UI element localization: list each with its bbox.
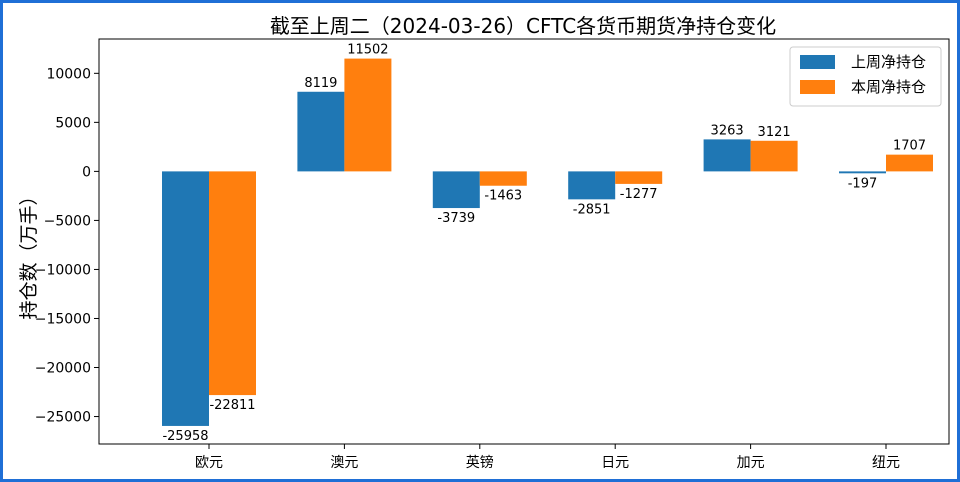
- bar-last-week: [297, 91, 345, 172]
- data-label: -2851: [573, 202, 611, 217]
- plot-area: [98, 38, 950, 445]
- data-label: 3121: [758, 125, 791, 140]
- data-label: -22811: [209, 398, 255, 413]
- y-tick-label: 5000: [55, 115, 91, 131]
- x-tick-label: 日元: [601, 455, 629, 471]
- bar-this-week: [615, 171, 663, 184]
- y-tick-label: −20000: [35, 361, 91, 377]
- data-label: -197: [848, 176, 878, 191]
- legend-swatch-last-week: [800, 55, 835, 69]
- data-label: 8119: [304, 76, 337, 91]
- bar-this-week: [750, 140, 798, 172]
- data-label: -3739: [437, 211, 475, 226]
- bar-this-week: [209, 171, 256, 396]
- y-axis-label: 持仓数（万手）: [18, 186, 40, 319]
- bar-this-week: [886, 154, 933, 172]
- y-tick-label: −10000: [35, 262, 91, 278]
- x-tick-label: 澳元: [330, 455, 358, 471]
- y-tick-label: 0: [82, 164, 91, 180]
- legend-label-this-week: 本周净持仓: [851, 78, 926, 96]
- data-label: 1707: [893, 139, 926, 154]
- data-label: -1277: [620, 187, 658, 202]
- bar-this-week: [479, 171, 527, 186]
- y-tick-label: −25000: [35, 410, 91, 426]
- x-tick-label: 纽元: [872, 455, 900, 471]
- bar-last-week: [703, 139, 751, 172]
- bar-this-week: [344, 58, 392, 172]
- x-tick-label: 欧元: [195, 455, 223, 471]
- x-tick-label: 加元: [737, 455, 765, 471]
- y-tick-label: 10000: [46, 66, 91, 82]
- data-label: -1463: [484, 189, 522, 204]
- legend-swatch-this-week: [800, 80, 835, 94]
- data-label: 3263: [711, 123, 744, 138]
- bar-last-week: [432, 171, 480, 209]
- x-tick-label: 英镑: [466, 454, 494, 471]
- y-tick-label: −5000: [44, 213, 91, 229]
- chart-title: 截至上周二（2024-03-26）CFTC各货币期货净持仓变化: [270, 14, 776, 38]
- bar-last-week: [162, 171, 209, 426]
- data-label: -25958: [162, 429, 208, 444]
- bar-last-week: [839, 171, 886, 174]
- legend-label-last-week: 上周净持仓: [851, 53, 926, 71]
- bar-last-week: [568, 171, 616, 200]
- legend: 上周净持仓 本周净持仓: [789, 46, 942, 107]
- y-tick-label: −15000: [35, 311, 91, 327]
- chart: 截至上周二（2024-03-26）CFTC各货币期货净持仓变化 持仓数（万手） …: [18, 14, 950, 471]
- data-label: 11502: [347, 43, 388, 58]
